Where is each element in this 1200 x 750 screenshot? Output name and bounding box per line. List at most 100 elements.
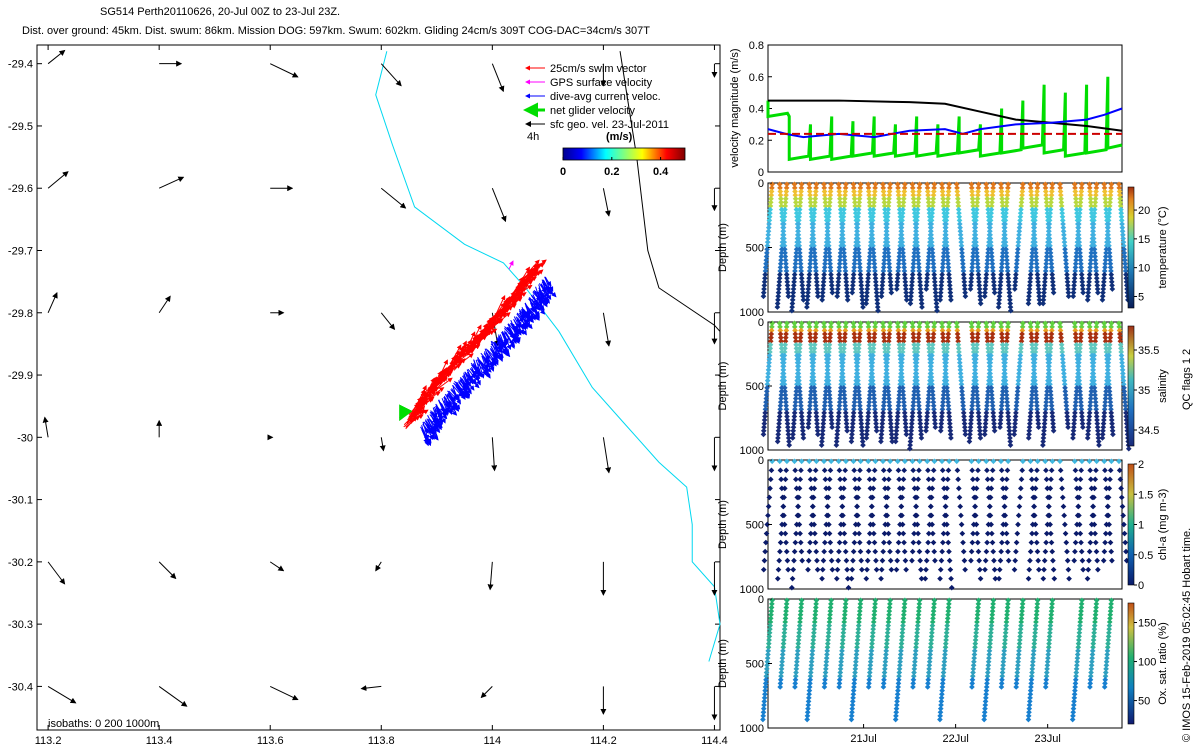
profile-point xyxy=(826,246,832,253)
profile-point xyxy=(931,181,938,188)
profile-point xyxy=(780,228,787,235)
colorbar-tick-label: 0.5 xyxy=(1138,550,1153,562)
colorbar-tick-label: 2 xyxy=(1138,459,1144,471)
profile-point xyxy=(870,250,877,256)
profile-point xyxy=(859,300,866,307)
profile-point xyxy=(776,278,783,285)
profile-point xyxy=(784,275,790,282)
profile-point xyxy=(900,257,907,263)
profile-point xyxy=(926,203,932,209)
profile-point xyxy=(777,260,784,267)
profile-point xyxy=(791,185,798,191)
profile-point xyxy=(825,221,831,227)
profile-point xyxy=(843,282,850,289)
profile-point xyxy=(932,286,939,292)
dive-avg-current-vector xyxy=(446,394,460,412)
profile-point xyxy=(910,257,917,263)
dive-avg-current-vector xyxy=(501,331,508,346)
profile-point xyxy=(851,260,858,267)
profile-point xyxy=(896,199,902,206)
profile-point xyxy=(872,278,879,285)
profile-point xyxy=(804,300,810,307)
profile-point xyxy=(782,253,789,260)
y-tick-label: -29.9 xyxy=(8,370,33,382)
profile-point xyxy=(860,304,866,310)
profile-point xyxy=(896,206,903,213)
profile-point xyxy=(783,185,790,191)
profile-point xyxy=(797,253,803,260)
profile-point xyxy=(909,181,916,188)
geo-velocity-vector xyxy=(47,685,77,704)
profile-point xyxy=(895,268,902,274)
profile-point xyxy=(866,199,873,206)
profile-point xyxy=(842,264,848,271)
profile-point xyxy=(823,206,829,213)
profile-point xyxy=(775,297,781,303)
profile-point xyxy=(794,242,800,249)
profile-point xyxy=(792,195,799,202)
colorbar-label: salinity xyxy=(1157,369,1169,403)
profile-point xyxy=(863,293,870,300)
profile-point xyxy=(885,199,892,206)
profile-point xyxy=(929,250,936,256)
profile-point xyxy=(887,271,893,278)
profile-point xyxy=(807,257,814,263)
profile-point xyxy=(761,286,767,292)
profile-point xyxy=(909,275,916,282)
profile-point xyxy=(1122,539,1129,546)
profile-point xyxy=(871,195,878,202)
profile-point xyxy=(827,264,834,271)
x-tick-label: 21Jul xyxy=(850,733,876,745)
dive-avg-current-vector xyxy=(427,420,436,432)
profile-point xyxy=(843,278,850,285)
profile-point xyxy=(778,195,784,202)
profile-point xyxy=(925,253,932,260)
dive-avg-current-vector xyxy=(423,421,434,433)
profile-point xyxy=(796,246,803,253)
y-tick-label: 500 xyxy=(746,243,764,255)
profile-point xyxy=(760,566,767,573)
profile-point xyxy=(872,268,878,274)
dive-avg-current-vector xyxy=(425,424,434,441)
dive-avg-current-vector xyxy=(497,340,509,352)
profile-point xyxy=(834,286,841,292)
profile-point xyxy=(871,192,878,198)
profile-point xyxy=(826,253,833,260)
profile-point xyxy=(899,246,906,253)
profile-point xyxy=(762,268,769,274)
profile-point xyxy=(913,228,919,235)
profile-point xyxy=(918,300,925,307)
profile-point xyxy=(856,257,863,263)
profile-point xyxy=(874,293,880,300)
dive-avg-current-vector xyxy=(525,305,539,320)
profile-point xyxy=(894,282,900,289)
profile-point xyxy=(835,282,841,289)
profile-point xyxy=(939,188,946,195)
profile-point xyxy=(872,271,879,278)
profile-point xyxy=(820,278,827,285)
profile-point xyxy=(888,289,895,296)
profile-point xyxy=(774,300,781,307)
geo-velocity-vector xyxy=(380,187,407,209)
geo-velocity-vector xyxy=(375,561,382,572)
profile-point xyxy=(807,260,814,267)
profile-point xyxy=(896,257,902,263)
profile-point xyxy=(785,289,791,296)
profile-point xyxy=(809,228,816,235)
dive-avg-current-vector xyxy=(433,406,443,423)
profile-point xyxy=(945,188,952,195)
profile-point xyxy=(776,275,783,282)
profile-point xyxy=(776,181,783,188)
profile-point xyxy=(900,206,906,213)
x-tick-label: 113.6 xyxy=(257,735,284,747)
profile-point xyxy=(875,307,881,314)
profile-point xyxy=(916,188,922,195)
profile-point xyxy=(792,268,798,274)
profile-point xyxy=(910,268,916,274)
profile-point xyxy=(797,203,803,209)
profile-point xyxy=(916,268,923,274)
profile-point xyxy=(784,278,791,285)
profile-point xyxy=(765,235,771,242)
